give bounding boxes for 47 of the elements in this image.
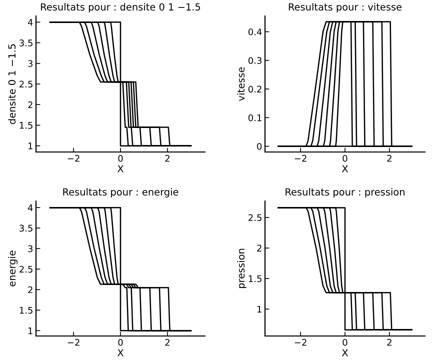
y-tick-label: 3 (28, 245, 32, 252)
y-tick-label: 1.5 (248, 275, 262, 282)
y-axis-title: densite 0 1 −1.5 (8, 44, 16, 124)
y-axis-title: vitesse (237, 67, 245, 101)
x-tick-label: −2 (294, 154, 306, 162)
y-tick-label: 1 (28, 142, 32, 150)
y-tick-label: 2.5 (20, 266, 32, 273)
y-tick-label: 1.5 (20, 306, 32, 314)
y-tick-label: 4 (28, 204, 33, 211)
y-axis-title: energie (8, 250, 18, 286)
y-axis-title: pression (237, 248, 246, 288)
x-tick-label: −2 (68, 338, 80, 346)
x-axis-title: X (342, 349, 348, 356)
x-tick-label: 2 (165, 154, 170, 162)
y-tick-label: 0.2 (248, 86, 262, 93)
y-tick-label: 3.5 (20, 40, 32, 46)
x-tick-label: 0 (118, 154, 123, 162)
y-tick-label: 1 (257, 306, 262, 313)
x-tick-label: 0 (118, 338, 123, 346)
x-axis-title: X (117, 349, 124, 356)
chart-title: Resultats pour : vitesse (288, 3, 402, 12)
y-tick-label: 4 (28, 19, 33, 26)
y-tick-label: 1.5 (20, 122, 32, 129)
x-tick-label: 2 (387, 154, 392, 162)
y-tick-label: 3.5 (20, 224, 32, 232)
x-axis-title: X (342, 165, 348, 172)
y-tick-label: 0 (257, 143, 262, 150)
chart-title: Resultats pour : densite 0 1 −1.5 (41, 3, 200, 12)
chart-title: Resultats pour : pression (286, 188, 404, 198)
x-tick-label: 2 (165, 338, 170, 346)
y-tick-label: 2 (28, 101, 32, 108)
y-tick-label: 2 (257, 244, 262, 252)
x-tick-label: 2 (387, 338, 392, 346)
chart-title: Resultats pour : energie (63, 188, 178, 198)
x-axis-title: X (117, 165, 124, 172)
y-tick-label: 3 (28, 60, 32, 67)
y-tick-label: 1 (28, 328, 32, 334)
y-tick-label: 0.1 (248, 114, 262, 122)
y-tick-label: 0.3 (248, 57, 262, 64)
x-tick-label: 0 (342, 154, 348, 162)
y-tick-label: 2 (28, 286, 32, 294)
y-tick-label: 2.5 (248, 214, 262, 222)
x-tick-label: −2 (294, 338, 306, 346)
x-tick-label: 0 (342, 338, 348, 346)
x-tick-label: −2 (68, 154, 80, 162)
y-tick-label: 0.4 (248, 28, 262, 36)
y-tick-label: 2.5 (20, 80, 32, 88)
